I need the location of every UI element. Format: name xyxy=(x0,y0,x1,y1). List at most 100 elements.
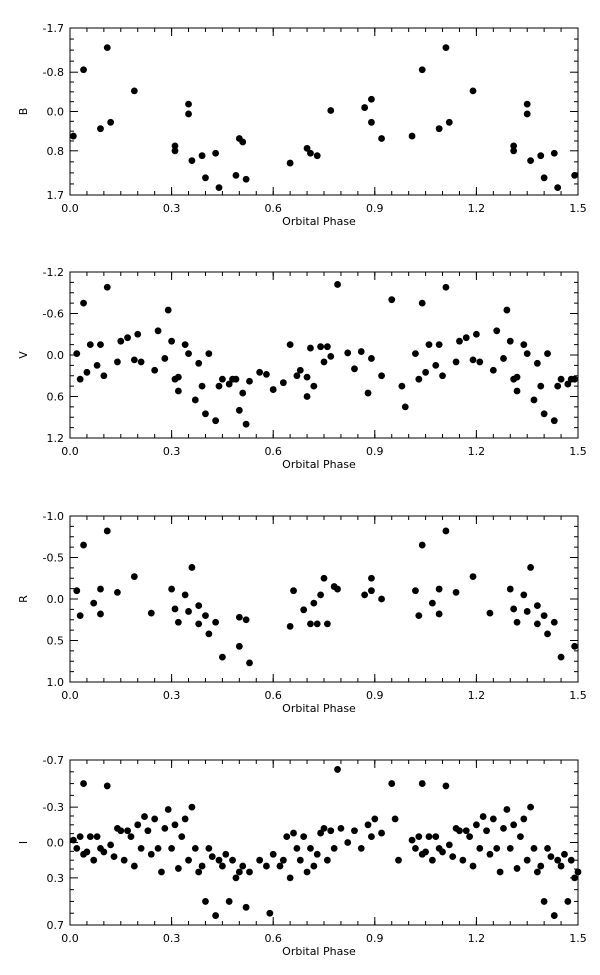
data-point xyxy=(510,142,518,150)
data-point xyxy=(313,152,321,160)
data-point xyxy=(571,642,579,650)
data-point xyxy=(398,382,406,390)
data-point xyxy=(263,370,270,378)
data-point xyxy=(124,827,131,835)
data-point xyxy=(219,653,226,661)
data-point xyxy=(161,824,169,832)
data-point xyxy=(107,841,115,849)
data-point xyxy=(479,813,487,820)
data-point xyxy=(554,382,562,390)
data-point xyxy=(533,620,541,628)
x-tick-label: 1.5 xyxy=(569,689,587,702)
data-point xyxy=(171,142,179,150)
data-point xyxy=(235,613,243,621)
data-point xyxy=(483,827,490,835)
data-point xyxy=(557,653,565,661)
data-point xyxy=(415,833,423,841)
data-point xyxy=(435,125,443,133)
data-point xyxy=(574,868,582,876)
panel-r: 0.0 0.3 0.6 0.9 1.2 1.5 -1.0 -0.5 0.0 0.5 1.0 Orbit… xyxy=(17,510,587,715)
y-tick-label: -0.5 xyxy=(43,552,64,565)
data-point xyxy=(117,827,125,835)
data-point xyxy=(432,361,440,369)
data-point xyxy=(533,868,541,876)
data-point xyxy=(144,827,152,835)
data-point xyxy=(242,420,250,428)
x-tick-label: 0.6 xyxy=(264,932,282,945)
x-axis-label: Orbital Phase xyxy=(282,215,356,228)
data-point xyxy=(459,856,467,864)
y-tick-label: 0.0 xyxy=(47,106,65,119)
data-point xyxy=(279,379,287,387)
data-point xyxy=(327,827,335,835)
data-point xyxy=(202,174,209,182)
data-point xyxy=(351,365,358,373)
data-point xyxy=(303,144,311,152)
data-point xyxy=(425,341,433,349)
x-tick-label: 0.3 xyxy=(163,445,181,458)
data-point xyxy=(310,599,318,607)
data-point xyxy=(141,813,148,820)
data-point xyxy=(100,848,108,856)
data-point xyxy=(493,844,501,852)
data-point xyxy=(158,868,165,876)
data-point xyxy=(73,587,81,595)
data-point xyxy=(564,898,572,905)
data-point xyxy=(408,132,416,140)
data-point xyxy=(571,375,579,383)
data-point xyxy=(171,147,179,155)
data-point xyxy=(97,341,104,349)
data-point xyxy=(174,865,182,872)
data-point xyxy=(90,856,98,864)
data-point xyxy=(357,844,365,852)
data-point xyxy=(110,853,118,861)
data-point xyxy=(473,330,480,338)
data-point xyxy=(364,821,372,829)
data-point xyxy=(527,803,534,811)
data-point xyxy=(540,898,548,905)
data-point xyxy=(219,375,226,383)
data-point xyxy=(202,898,209,905)
y-tick-label: 0.3 xyxy=(47,872,65,885)
data-point xyxy=(310,382,318,390)
data-point xyxy=(174,618,182,626)
x-tick-label: 1.2 xyxy=(468,202,486,215)
data-point xyxy=(462,827,470,835)
data-point xyxy=(428,599,436,607)
data-point xyxy=(103,283,111,291)
x-tick-label: 0.0 xyxy=(61,445,79,458)
y-tick-label: 0.7 xyxy=(47,919,65,932)
data-point xyxy=(168,844,176,852)
data-point xyxy=(97,585,104,593)
data-point xyxy=(456,337,463,345)
data-point xyxy=(486,850,494,858)
data-point xyxy=(303,373,311,381)
data-point xyxy=(303,868,311,876)
data-point xyxy=(452,588,460,596)
data-point xyxy=(506,337,514,345)
data-point xyxy=(232,874,240,882)
data-point xyxy=(323,343,331,351)
data-point xyxy=(239,138,247,146)
data-point xyxy=(564,380,572,388)
data-point xyxy=(239,389,247,397)
data-point xyxy=(320,574,328,582)
data-point xyxy=(320,824,328,832)
y-tick-label: 1.2 xyxy=(47,432,65,445)
data-point xyxy=(300,606,308,614)
data-point xyxy=(286,159,294,167)
data-point xyxy=(103,527,111,535)
data-point xyxy=(452,358,460,366)
data-point xyxy=(127,833,135,841)
data-point xyxy=(188,803,196,811)
data-point xyxy=(412,844,419,852)
data-point xyxy=(188,157,196,165)
data-point xyxy=(286,874,294,882)
data-point xyxy=(300,833,308,841)
data-point xyxy=(540,410,548,418)
data-point xyxy=(307,620,314,628)
data-point xyxy=(357,348,365,355)
data-point xyxy=(80,66,87,74)
x-tick-label: 0.0 xyxy=(61,932,79,945)
data-point xyxy=(449,853,457,861)
